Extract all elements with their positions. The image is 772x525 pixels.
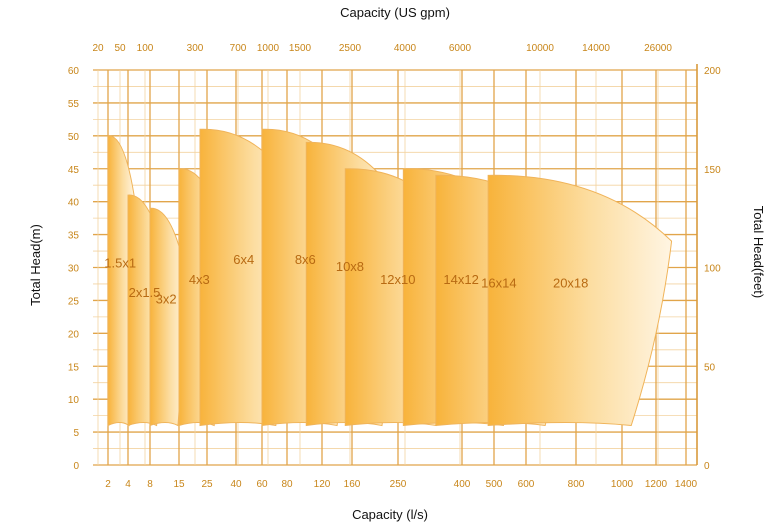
pump-zone-label: 16x14 — [481, 275, 516, 290]
pump-zone-label: 10x8 — [336, 259, 364, 274]
bottom-tick-label: 80 — [281, 479, 293, 490]
left-tick-label: 20 — [68, 329, 80, 340]
pump-zone-label: 1.5x1 — [104, 256, 136, 271]
pump-zone-20x18 — [487, 174, 673, 427]
bottom-tick-label: 160 — [344, 479, 361, 490]
top-tick-label: 20 — [92, 43, 104, 54]
bottom-tick-label: 25 — [201, 479, 213, 490]
pump-zone-label: 4x3 — [189, 272, 210, 287]
left-tick-label: 5 — [73, 428, 79, 439]
top-tick-label: 6000 — [449, 43, 472, 54]
pump-zone-label: 20x18 — [553, 275, 588, 290]
right-tick-label: 150 — [704, 165, 721, 176]
top-tick-label: 10000 — [526, 43, 554, 54]
right-tick-label: 50 — [704, 362, 716, 373]
bottom-tick-label: 15 — [173, 479, 185, 490]
bottom-tick-label: 400 — [454, 479, 471, 490]
right-axis-title: Total Head(feet) — [751, 206, 766, 299]
top-tick-label: 1500 — [289, 43, 312, 54]
left-tick-label: 60 — [68, 66, 80, 77]
pump-zone-label: 6x4 — [233, 252, 254, 267]
left-tick-label: 55 — [68, 99, 80, 110]
pump-zone-label: 3x2 — [156, 292, 177, 307]
right-tick-label: 100 — [704, 264, 721, 275]
bottom-tick-label: 1400 — [675, 479, 698, 490]
top-axis-title: Capacity (US gpm) — [340, 5, 450, 20]
left-tick-label: 10 — [68, 395, 80, 406]
bottom-axis-title: Capacity (l/s) — [352, 507, 428, 522]
left-tick-label: 0 — [73, 461, 79, 472]
bottom-tick-label: 4 — [125, 479, 131, 490]
bottom-tick-label: 2 — [105, 479, 111, 490]
left-tick-label: 40 — [68, 198, 80, 209]
bottom-tick-label: 40 — [230, 479, 242, 490]
right-tick-label: 200 — [704, 66, 721, 77]
left-tick-label: 25 — [68, 296, 80, 307]
bottom-tick-label: 250 — [390, 479, 407, 490]
pump-zone-label: 8x6 — [295, 252, 316, 267]
top-tick-label: 300 — [187, 43, 204, 54]
left-tick-label: 35 — [68, 231, 80, 242]
top-tick-label: 4000 — [394, 43, 417, 54]
left-tick-label: 15 — [68, 362, 80, 373]
left-tick-label: 30 — [68, 264, 80, 275]
top-tick-label: 50 — [114, 43, 126, 54]
top-tick-label: 14000 — [582, 43, 610, 54]
top-tick-label: 700 — [230, 43, 247, 54]
bottom-tick-label: 800 — [568, 479, 585, 490]
bottom-tick-label: 8 — [147, 479, 153, 490]
bottom-tick-label: 120 — [314, 479, 331, 490]
top-tick-label: 2500 — [339, 43, 362, 54]
bottom-tick-label: 1200 — [645, 479, 668, 490]
bottom-tick-label: 60 — [256, 479, 268, 490]
bottom-tick-label: 500 — [486, 479, 503, 490]
left-tick-label: 50 — [68, 132, 80, 143]
pump-zone-label: 2x1.5 — [129, 285, 161, 300]
left-tick-label: 45 — [68, 165, 80, 176]
top-tick-label: 100 — [137, 43, 154, 54]
right-tick-label: 0 — [704, 461, 710, 472]
left-axis-title: Total Head(m) — [28, 224, 43, 306]
bottom-tick-label: 1000 — [611, 479, 634, 490]
pump-zone-label: 14x12 — [443, 272, 478, 287]
pump-zone-label: 12x10 — [380, 272, 415, 287]
bottom-tick-label: 600 — [518, 479, 535, 490]
top-tick-label: 26000 — [644, 43, 672, 54]
top-tick-label: 1000 — [257, 43, 280, 54]
